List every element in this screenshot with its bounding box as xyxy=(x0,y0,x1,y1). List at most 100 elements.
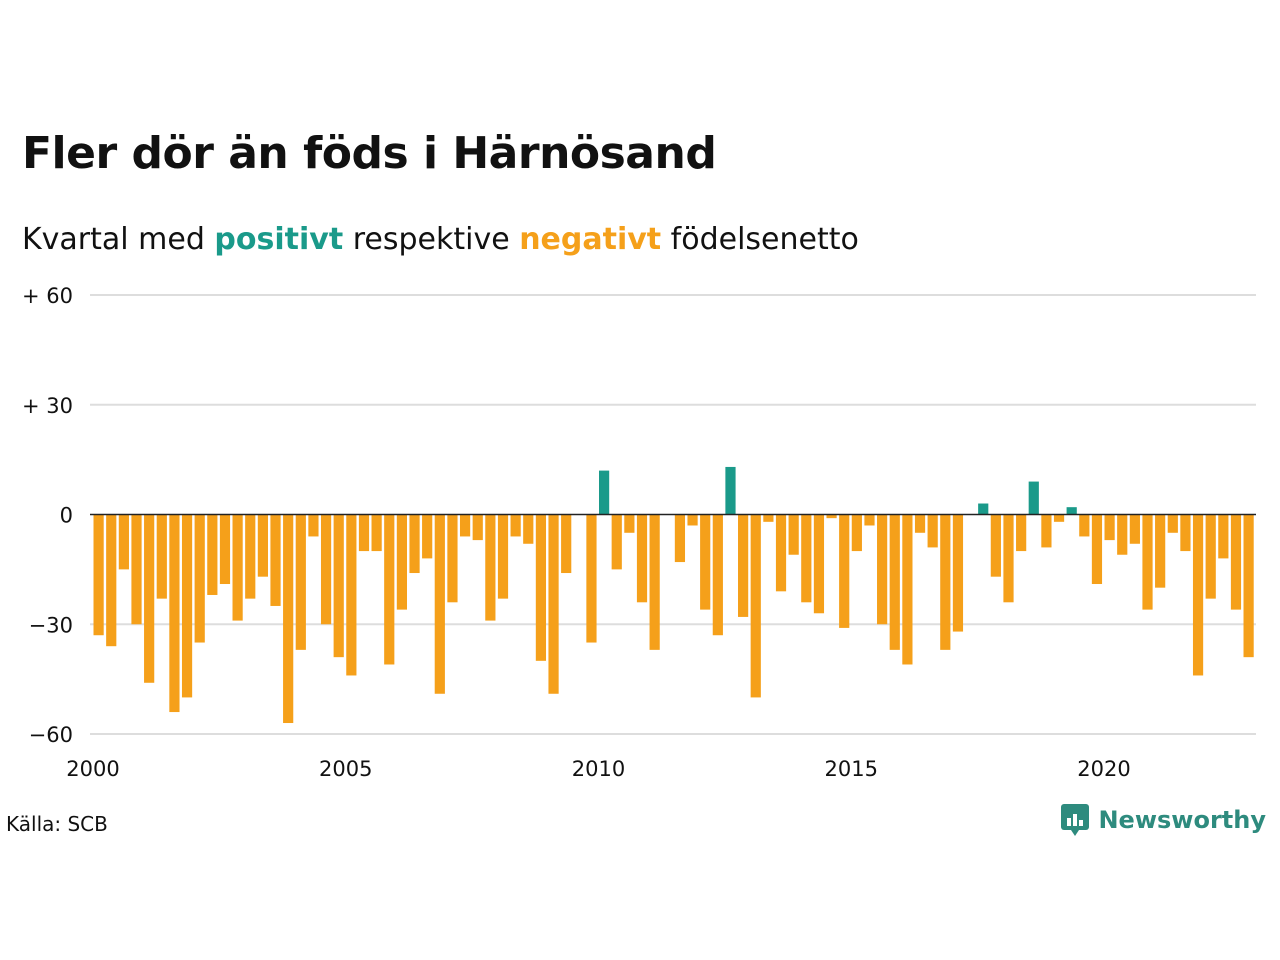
bar xyxy=(750,514,761,698)
bar xyxy=(839,514,850,628)
bar xyxy=(1117,514,1128,555)
bar xyxy=(333,514,344,658)
bars xyxy=(93,466,1254,724)
bar xyxy=(144,514,155,683)
bar xyxy=(257,514,268,577)
bar xyxy=(308,514,319,537)
subtitle-positive: positivt xyxy=(214,222,344,257)
bar xyxy=(1129,514,1140,544)
bar xyxy=(1041,514,1052,548)
bar xyxy=(990,514,1001,577)
bar xyxy=(447,514,458,603)
bar xyxy=(93,514,104,636)
y-tick-label: −30 xyxy=(29,613,73,637)
newsworthy-logo: Newsworthy xyxy=(1060,803,1266,837)
bar xyxy=(877,514,888,625)
bar xyxy=(548,514,559,694)
bar xyxy=(687,514,698,526)
bar xyxy=(169,514,180,713)
bar xyxy=(523,514,534,544)
bar xyxy=(1205,514,1216,599)
bar xyxy=(295,514,306,650)
bar xyxy=(371,514,382,552)
bar xyxy=(1053,514,1065,522)
x-tick-label: 2005 xyxy=(319,757,372,781)
bar xyxy=(851,514,862,552)
bar xyxy=(611,514,622,570)
bar xyxy=(270,514,281,606)
bar xyxy=(497,514,509,599)
bar xyxy=(826,514,837,519)
bar xyxy=(396,514,407,610)
x-tick-label: 2010 xyxy=(572,757,625,781)
bar xyxy=(1104,514,1115,541)
bar xyxy=(422,514,433,559)
bar xyxy=(952,514,964,632)
bar xyxy=(775,514,787,592)
bar xyxy=(1142,514,1153,610)
y-tick-label: 0 xyxy=(60,504,73,528)
subtitle-middle: respektive xyxy=(343,222,520,257)
x-tick-label: 2015 xyxy=(825,757,878,781)
bar xyxy=(1218,514,1229,559)
bar xyxy=(1243,514,1254,658)
bar xyxy=(1079,514,1090,537)
bar xyxy=(700,514,711,610)
source-note: Källa: SCB xyxy=(6,812,108,836)
bar xyxy=(320,514,332,625)
bar xyxy=(1167,514,1178,533)
bar xyxy=(1230,514,1242,610)
bar xyxy=(1016,514,1027,552)
bar xyxy=(1003,514,1014,603)
bar xyxy=(649,514,660,650)
bar xyxy=(409,514,420,574)
bar xyxy=(561,514,572,574)
bar xyxy=(510,514,521,537)
bar xyxy=(207,514,218,595)
bar xyxy=(864,514,875,526)
bar xyxy=(725,466,736,515)
bar xyxy=(1155,514,1166,588)
subtitle-prefix: Kvartal med xyxy=(22,222,215,257)
bar xyxy=(914,514,926,533)
chart-subtitle: Kvartal med positivt respektive negativt… xyxy=(22,222,859,257)
bar xyxy=(156,514,167,599)
bar xyxy=(586,514,597,643)
x-tick-label: 2000 xyxy=(66,757,119,781)
bar xyxy=(1192,514,1204,676)
y-tick-label: + 30 xyxy=(22,394,73,418)
bar xyxy=(927,514,938,548)
bar xyxy=(472,514,483,541)
logo-text: Newsworthy xyxy=(1098,806,1266,834)
bar xyxy=(636,514,648,603)
bar xyxy=(788,514,799,555)
bar xyxy=(232,514,243,621)
bar xyxy=(106,514,117,647)
y-tick-label: −60 xyxy=(29,723,73,747)
bar xyxy=(485,514,496,621)
bar xyxy=(384,514,395,665)
bar xyxy=(801,514,812,603)
bar xyxy=(434,514,445,694)
bar xyxy=(283,514,294,724)
chart-title: Fler dör än föds i Härnösand xyxy=(22,128,717,179)
bar xyxy=(889,514,900,650)
bar xyxy=(1180,514,1191,552)
bar xyxy=(712,514,723,636)
bar xyxy=(459,514,471,537)
bar xyxy=(219,514,231,585)
y-tick-label: + 60 xyxy=(22,284,73,308)
subtitle-suffix: födelsenetto xyxy=(661,222,859,257)
bar xyxy=(1091,514,1103,585)
subtitle-negative: negativt xyxy=(519,222,662,257)
x-tick-label: 2020 xyxy=(1077,757,1130,781)
bar xyxy=(131,514,142,625)
bar xyxy=(346,514,357,676)
bar xyxy=(1066,507,1077,515)
bar xyxy=(738,514,749,617)
bar xyxy=(940,514,951,650)
bar xyxy=(118,514,129,570)
bar xyxy=(535,514,547,661)
bar xyxy=(1028,481,1039,515)
bar xyxy=(624,514,635,533)
